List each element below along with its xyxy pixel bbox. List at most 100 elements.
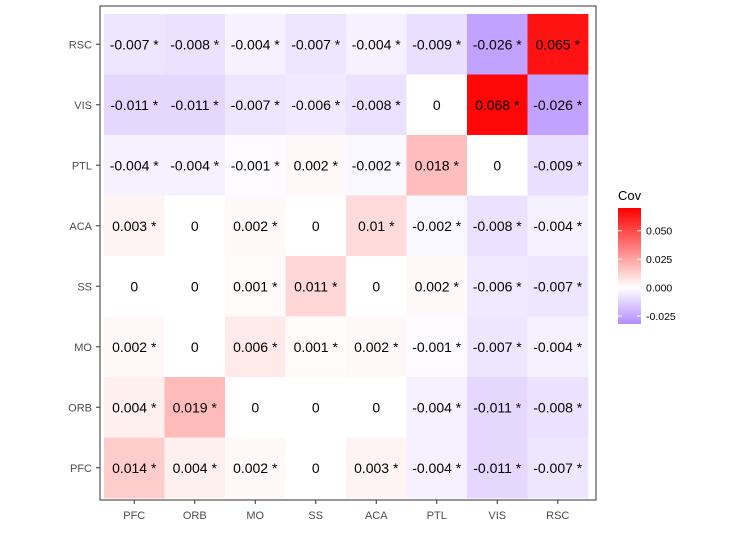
heatmap-cell-aca-vis <box>467 195 528 257</box>
y-tick-label-vis: VIS <box>74 100 92 112</box>
cell-value-label: 0.004 * <box>112 399 157 415</box>
cell-value-label: 0.014 * <box>112 460 157 476</box>
heatmap-cell-pfc-aca <box>346 437 407 499</box>
heatmap-cell-aca-rsc <box>527 195 589 257</box>
heatmap-cell-ss-ss <box>285 256 347 317</box>
cell-value-label: 0.01 * <box>358 218 395 234</box>
heatmap-cell-mo-ptl <box>406 316 468 378</box>
legend-tick-label: 0.000 <box>646 283 672 295</box>
heatmap-cell-ptl-aca <box>346 135 407 196</box>
cell-value-label: 0 <box>191 278 199 294</box>
heatmap-cell-rsc-rsc <box>527 14 589 75</box>
cell-value-label: -0.004 * <box>231 36 281 52</box>
cell-value-label: -0.004 * <box>170 157 220 173</box>
cell-value-label: -0.007 * <box>473 339 523 355</box>
cell-value-label: 0.003 * <box>112 218 157 234</box>
heatmap-cell-orb-orb <box>164 377 226 438</box>
cell-value-label: -0.008 * <box>533 399 583 415</box>
heatmap-cell-orb-vis <box>467 377 528 438</box>
cell-value-label: -0.004 * <box>533 339 583 355</box>
heatmap-cell-pfc-ptl <box>406 437 468 499</box>
cell-value-label: -0.007 * <box>231 97 281 113</box>
heatmap-cell-rsc-vis <box>467 14 528 75</box>
cell-value-label: -0.006 * <box>473 278 523 294</box>
cell-value-label: -0.011 * <box>110 97 159 113</box>
cell-value-label: -0.008 * <box>473 218 523 234</box>
heatmap-cell-pfc-ss <box>285 437 347 499</box>
heatmap-cell-rsc-orb <box>164 14 226 75</box>
heatmap-cell-mo-pfc <box>104 316 165 378</box>
heatmap-cell-mo-mo <box>225 316 286 378</box>
legend-ticks: 0.050 0.025 0.000 -0.025 <box>618 226 676 323</box>
cell-value-label: -0.026 * <box>533 97 583 113</box>
legend-tick-label: -0.025 <box>646 311 676 323</box>
legend-colorbar <box>618 208 641 324</box>
cell-value-label: 0 <box>493 157 501 173</box>
cell-value-label: -0.004 * <box>412 460 462 476</box>
heatmap-cell-aca-mo <box>225 195 286 257</box>
y-tick-label-ptl: PTL <box>72 160 92 172</box>
heatmap-cell-pfc-pfc <box>104 437 165 499</box>
legend: Cov 0.050 0.025 0.000 -0.025 <box>618 188 676 324</box>
cell-value-label: 0 <box>251 399 259 415</box>
y-tick-label-aca: ACA <box>69 221 92 233</box>
heatmap-cell-aca-pfc <box>104 195 165 257</box>
heatmap-cell-rsc-ptl <box>406 14 468 75</box>
cell-value-label: -0.001 * <box>231 157 281 173</box>
heatmap-cell-rsc-mo <box>225 14 286 75</box>
cell-value-label: -0.006 * <box>291 97 341 113</box>
heatmap-cell-orb-ptl <box>406 377 468 438</box>
heatmap-cell-pfc-rsc <box>527 437 589 499</box>
heatmap-cell-ptl-pfc <box>104 135 165 196</box>
cell-value-label: -0.007 * <box>533 460 583 476</box>
y-tick-label-pfc: PFC <box>70 463 92 475</box>
cell-value-label: -0.008 * <box>352 97 402 113</box>
cell-value-label: 0.001 * <box>233 278 278 294</box>
cell-value-label: 0.003 * <box>354 460 399 476</box>
y-tick-label-orb: ORB <box>68 402 92 414</box>
heatmap-cell-orb-aca <box>346 377 407 438</box>
cell-value-label: -0.004 * <box>352 36 402 52</box>
cell-value-label: -0.007 * <box>110 36 160 52</box>
heatmap-cell-vis-ptl <box>406 74 468 136</box>
heatmap-cell-ss-rsc <box>527 256 589 317</box>
cell-value-label: 0.002 * <box>294 157 339 173</box>
heatmap-cell-mo-rsc <box>527 316 589 378</box>
cell-value-label: 0.002 * <box>233 460 278 476</box>
cell-value-label: -0.011 * <box>473 460 522 476</box>
cell-value-label: 0 <box>312 399 320 415</box>
heatmap-cell-ss-ptl <box>406 256 468 317</box>
x-tick-label-aca: ACA <box>365 510 388 522</box>
heatmap-cell-ptl-ss <box>285 135 347 196</box>
heatmap-cell-ptl-rsc <box>527 135 589 196</box>
cell-value-label: -0.026 * <box>473 36 523 52</box>
y-axis: RSC VIS PTL ACA SS MO ORB PFC <box>68 39 100 475</box>
cell-value-label: -0.009 * <box>533 157 583 173</box>
legend-tick-label: 0.050 <box>646 226 672 238</box>
heatmap-cell-pfc-mo <box>225 437 286 499</box>
heatmap-cell-ss-orb <box>164 256 226 317</box>
cell-value-label: 0.002 * <box>112 339 157 355</box>
cell-value-label: 0 <box>372 278 380 294</box>
heatmap-cell-ss-aca <box>346 256 407 317</box>
heatmap-cell-ptl-orb <box>164 135 226 196</box>
heatmap-cell-vis-pfc <box>104 74 165 136</box>
cell-value-label: -0.009 * <box>412 36 462 52</box>
heatmap-cell-orb-ss <box>285 377 347 438</box>
cell-value-label: -0.004 * <box>533 218 583 234</box>
x-tick-label-vis: VIS <box>488 510 506 522</box>
heatmap-cell-vis-orb <box>164 74 226 136</box>
cell-value-label: 0.068 * <box>475 97 520 113</box>
cell-value-label: 0 <box>433 97 441 113</box>
heatmap-cell-pfc-vis <box>467 437 528 499</box>
x-tick-label-rsc: RSC <box>546 510 569 522</box>
heatmap-cell-vis-aca <box>346 74 407 136</box>
heatmap-cell-ptl-vis <box>467 135 528 196</box>
heatmap-cell-ptl-ptl <box>406 135 468 196</box>
x-tick-label-mo: MO <box>246 510 264 522</box>
heatmap-cell-aca-aca <box>346 195 407 257</box>
heatmap-cell-rsc-ss <box>285 14 347 75</box>
heatmap-cell-rsc-aca <box>346 14 407 75</box>
cell-value-label: -0.004 * <box>110 157 160 173</box>
